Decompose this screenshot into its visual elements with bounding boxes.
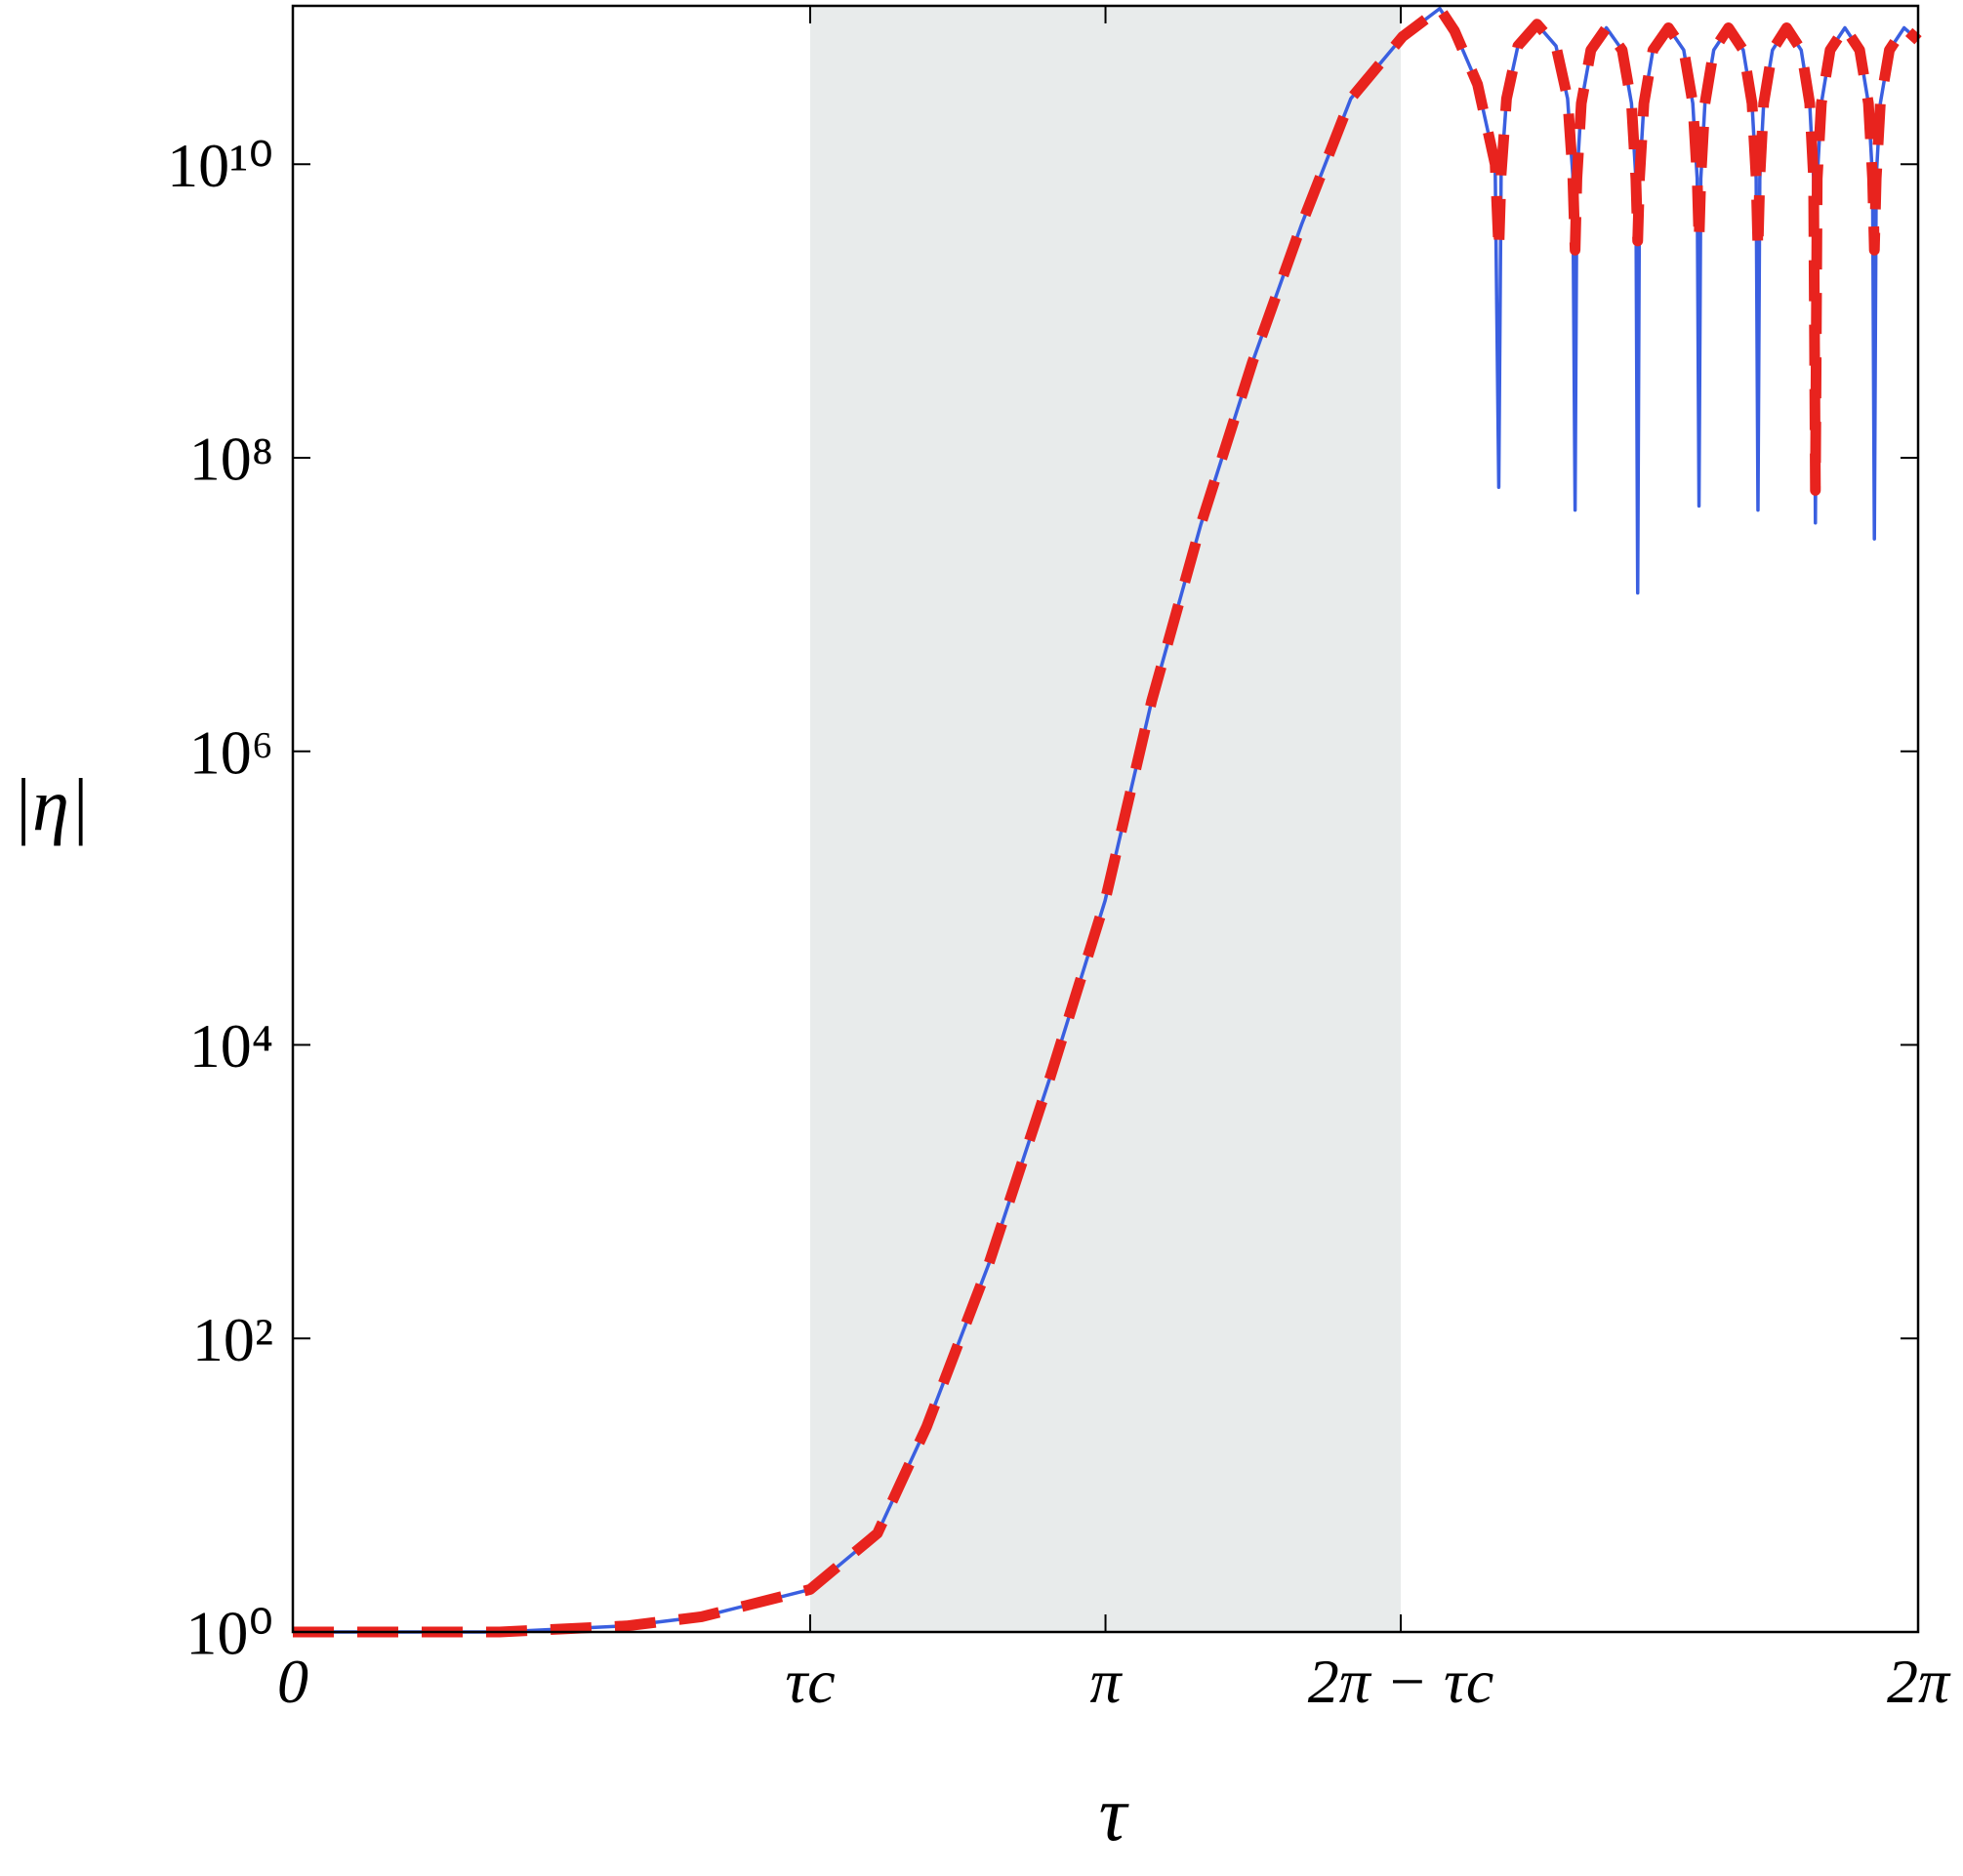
x-tick-label: 2π − τc	[1308, 1647, 1494, 1716]
shaded-region	[810, 6, 1401, 1632]
y-tick-label: 10⁰	[185, 1599, 273, 1668]
y-tick-label: 10²	[192, 1305, 273, 1374]
x-tick-label: 2π	[1887, 1647, 1951, 1716]
y-tick-label: 10⁸	[189, 425, 273, 494]
y-tick-label: 10¹⁰	[167, 131, 273, 200]
plot-frame	[291, 4, 1920, 1634]
x-tick-label: 0	[277, 1647, 308, 1716]
x-axis-label: τ	[1099, 1772, 1130, 1857]
series-line	[293, 3, 1922, 1638]
y-axis-label: |η|	[12, 764, 90, 846]
x-tick-label: π	[1089, 1647, 1123, 1716]
x-tick-label: τc	[785, 1647, 835, 1716]
y-tick-label: 10⁶	[189, 717, 273, 787]
y-tick-label: 10⁴	[189, 1011, 273, 1081]
